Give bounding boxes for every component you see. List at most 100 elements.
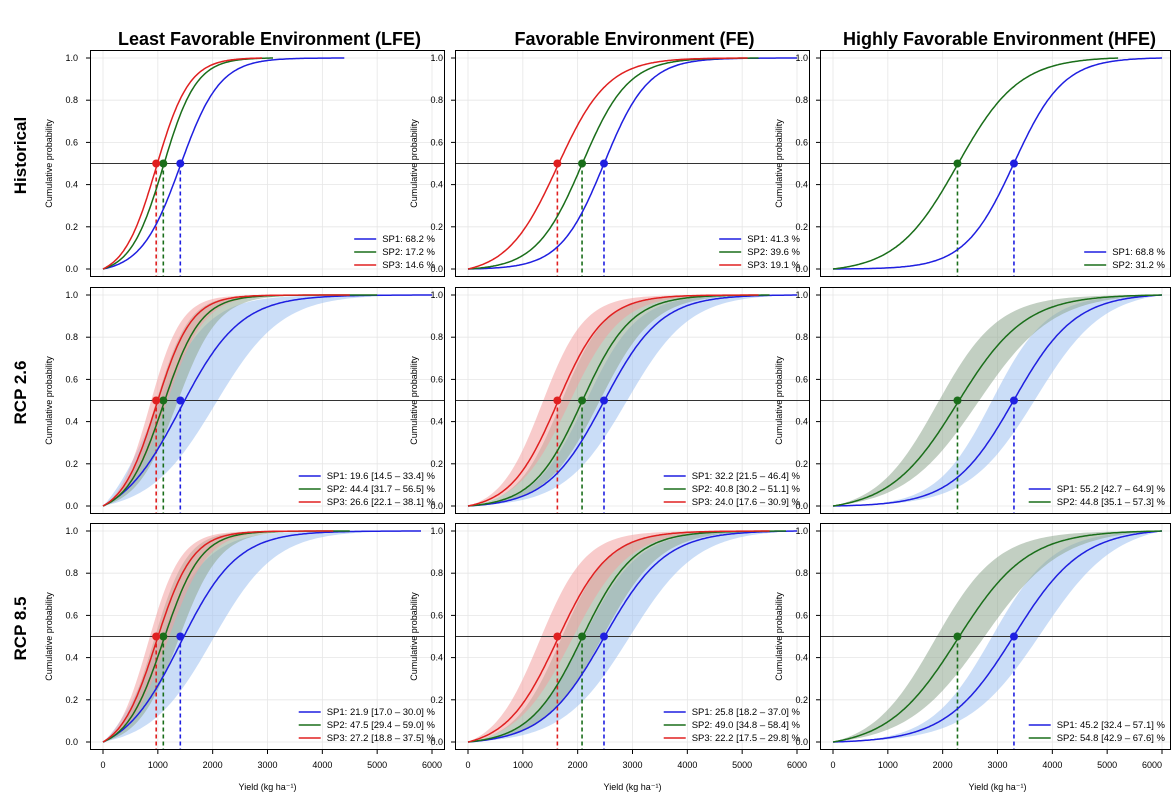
y-tick-label: 0.4 bbox=[430, 653, 443, 663]
y-tick-label: 1.0 bbox=[795, 53, 808, 63]
y-tick-label: 0.4 bbox=[65, 417, 78, 427]
legend-label-SP1: SP1: 21.9 [17.0 – 30.0] % bbox=[327, 707, 436, 718]
y-axis-label: Cumulative probability bbox=[774, 356, 784, 445]
median-point-SP2 bbox=[159, 159, 168, 168]
x-tick-label: 4000 bbox=[677, 760, 697, 770]
x-axis-label: Yield (kg ha⁻¹) bbox=[969, 782, 1027, 792]
legend-label-SP1: SP1: 55.2 [42.7 – 64.9] % bbox=[1057, 484, 1166, 495]
column-title-0: Least Favorable Environment (LFE) bbox=[118, 29, 421, 49]
y-tick-label: 0.8 bbox=[795, 95, 808, 105]
y-tick-label: 1.0 bbox=[430, 53, 443, 63]
series-line-SP3 bbox=[102, 294, 350, 507]
x-tick-label: 6000 bbox=[1142, 760, 1162, 770]
legend-label-SP3: SP3: 26.6 [22.1 – 38.1] % bbox=[327, 497, 436, 508]
panel-frame bbox=[455, 287, 810, 514]
legend-label-SP2: SP2: 44.4 [31.7 – 56.5] % bbox=[327, 484, 436, 495]
y-tick-label: 0.6 bbox=[430, 137, 443, 147]
y-tick-label: 0.2 bbox=[65, 459, 78, 469]
legend-label-SP3: SP3: 19.1 % bbox=[747, 260, 800, 271]
y-tick-label: 0.6 bbox=[795, 374, 808, 384]
median-point-SP2 bbox=[953, 396, 962, 405]
series-line-SP1 bbox=[833, 57, 1162, 270]
panel-0-1: 0.0 0.2 0.4 0.6 0.8 1.0 Cumulative probability… bbox=[409, 50, 810, 277]
panel-frame bbox=[90, 50, 445, 277]
series-line-SP1 bbox=[467, 294, 797, 507]
y-tick-label: 0.0 bbox=[65, 737, 78, 747]
x-tick-label: 1000 bbox=[148, 760, 168, 770]
median-point-SP1 bbox=[176, 396, 185, 405]
legend-label-SP2: SP2: 39.6 % bbox=[747, 247, 800, 258]
median-point-SP1 bbox=[599, 159, 608, 168]
x-tick-label: 4000 bbox=[312, 760, 332, 770]
x-axis-label: Yield (kg ha⁻¹) bbox=[604, 782, 662, 792]
series-line-SP3 bbox=[102, 530, 334, 743]
y-tick-label: 1.0 bbox=[65, 290, 78, 300]
y-tick-label: 0.6 bbox=[430, 374, 443, 384]
median-point-SP1 bbox=[176, 159, 185, 168]
column-title-2: Highly Favorable Environment (HFE) bbox=[843, 29, 1156, 49]
band-SP3 bbox=[468, 295, 759, 506]
median-point-SP2 bbox=[159, 632, 168, 641]
panel-1-0: 0.0 0.2 0.4 0.6 0.8 1.0 Cumulative probability… bbox=[44, 287, 445, 514]
panel-frame bbox=[455, 50, 810, 277]
x-tick-label: 4000 bbox=[1042, 760, 1062, 770]
legend-label-SP1: SP1: 19.6 [14.5 – 33.4] % bbox=[327, 471, 436, 482]
y-tick-label: 0.0 bbox=[65, 501, 78, 511]
y-tick-label: 0.8 bbox=[430, 95, 443, 105]
x-tick-label: 2000 bbox=[933, 760, 953, 770]
y-tick-label: 1.0 bbox=[430, 526, 443, 536]
y-tick-label: 0.4 bbox=[430, 180, 443, 190]
median-point-SP3 bbox=[152, 632, 161, 641]
legend-label-SP1: SP1: 68.8 % bbox=[1112, 247, 1165, 258]
legend-label-SP3: SP3: 22.2 [17.5 – 29.8] % bbox=[692, 733, 801, 744]
x-tick-label: 6000 bbox=[787, 760, 807, 770]
x-tick-label: 6000 bbox=[422, 760, 442, 770]
band-SP2 bbox=[468, 295, 770, 506]
y-tick-label: 0.2 bbox=[795, 695, 808, 705]
panel-2-2: 0.0 0.2 0.4 0.6 0.8 1.0 Cumulative probability… bbox=[774, 523, 1171, 792]
panel-frame bbox=[90, 523, 445, 750]
y-tick-label: 0.8 bbox=[430, 332, 443, 342]
band-SP2 bbox=[833, 531, 1162, 742]
x-tick-label: 5000 bbox=[367, 760, 387, 770]
series-line-SP2 bbox=[832, 57, 1119, 270]
y-tick-label: 0.0 bbox=[430, 737, 443, 747]
y-tick-label: 1.0 bbox=[65, 526, 78, 536]
series-line-SP2 bbox=[832, 530, 1162, 743]
y-tick-label: 1.0 bbox=[795, 290, 808, 300]
y-tick-label: 1.0 bbox=[795, 526, 808, 536]
median-point-SP1 bbox=[599, 396, 608, 405]
y-tick-label: 0.0 bbox=[430, 501, 443, 511]
y-tick-label: 0.8 bbox=[65, 332, 78, 342]
series-line-SP1 bbox=[102, 57, 345, 270]
band-SP3 bbox=[103, 531, 334, 742]
legend-label-SP2: SP2: 31.2 % bbox=[1112, 260, 1165, 271]
legend-label-SP1: SP1: 32.2 [21.5 – 46.4] % bbox=[692, 471, 801, 482]
series-line-SP3 bbox=[467, 530, 770, 743]
median-point-SP1 bbox=[1009, 632, 1018, 641]
median-point-SP2 bbox=[578, 396, 587, 405]
y-tick-label: 0.0 bbox=[795, 264, 808, 274]
y-tick-label: 1.0 bbox=[65, 53, 78, 63]
legend-label-SP1: SP1: 25.8 [18.2 – 37.0] % bbox=[692, 707, 801, 718]
median-point-SP2 bbox=[953, 159, 962, 168]
panel-0-0: 0.0 0.2 0.4 0.6 0.8 1.0 Cumulative probability… bbox=[44, 50, 445, 277]
y-axis-label: Cumulative probability bbox=[774, 119, 784, 208]
y-axis-label: Cumulative probability bbox=[44, 356, 54, 445]
panel-1-2: 0.0 0.2 0.4 0.6 0.8 1.0 Cumulative probability… bbox=[774, 287, 1171, 514]
median-point-SP1 bbox=[599, 632, 608, 641]
x-tick-label: 2000 bbox=[203, 760, 223, 770]
x-tick-label: 3000 bbox=[257, 760, 277, 770]
legend-label-SP2: SP2: 54.8 [42.9 – 67.6] % bbox=[1057, 733, 1166, 744]
panel-1-1: 0.0 0.2 0.4 0.6 0.8 1.0 Cumulative probability… bbox=[409, 287, 810, 514]
y-tick-label: 1.0 bbox=[430, 290, 443, 300]
y-tick-label: 0.8 bbox=[795, 332, 808, 342]
y-tick-label: 0.4 bbox=[795, 417, 808, 427]
y-tick-label: 0.4 bbox=[430, 417, 443, 427]
y-axis-label: Cumulative probability bbox=[774, 592, 784, 681]
y-tick-label: 0.6 bbox=[795, 610, 808, 620]
row-title-0: Historical bbox=[11, 117, 30, 194]
x-tick-label: 3000 bbox=[622, 760, 642, 770]
band-SP2 bbox=[468, 531, 787, 742]
panel-frame bbox=[90, 287, 445, 514]
